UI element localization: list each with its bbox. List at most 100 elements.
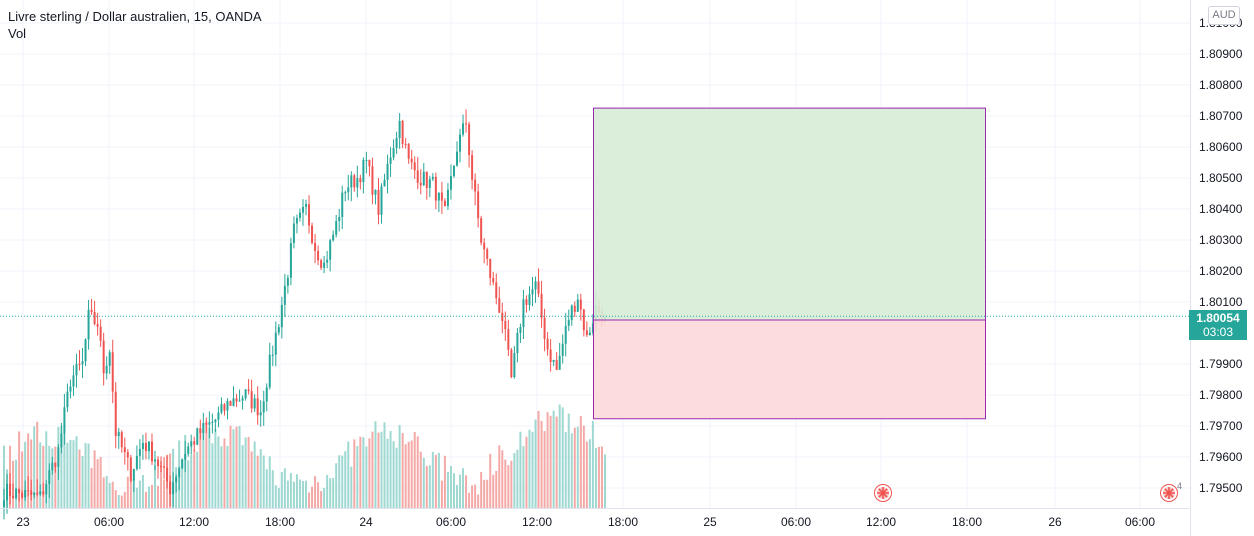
candle-body <box>377 189 380 215</box>
candle-body <box>253 398 256 409</box>
volume-bar <box>235 426 238 508</box>
volume-bar <box>440 480 443 508</box>
candle-body <box>141 442 144 450</box>
volume-bar <box>202 430 205 508</box>
candle-body <box>452 165 455 177</box>
candle-body <box>413 162 416 171</box>
candle-body <box>398 121 401 138</box>
candle-body <box>443 200 446 207</box>
candle-body <box>72 375 75 387</box>
volume-bar <box>138 480 141 508</box>
x-tick-label: 06:00 <box>781 515 811 529</box>
y-tick-label: 1.80400 <box>1199 202 1243 216</box>
candle-body <box>66 391 69 408</box>
volume-bar <box>187 460 190 508</box>
y-tick-label: 1.80100 <box>1199 295 1243 309</box>
volume-bar <box>594 447 597 508</box>
y-tick-label: 1.80200 <box>1199 264 1243 278</box>
candle-body <box>96 324 99 327</box>
candle-body <box>585 330 588 336</box>
candle-body <box>51 462 54 471</box>
candle-body <box>247 389 250 392</box>
volume-label[interactable]: Vol <box>8 26 27 41</box>
candle-body <box>205 422 208 425</box>
candle-body <box>105 365 108 374</box>
volume-bar <box>537 410 540 508</box>
volume-bar <box>585 441 588 508</box>
candle-body <box>519 326 522 333</box>
y-tick-label: 1.79500 <box>1199 481 1243 495</box>
candle-body <box>163 466 166 468</box>
candle-body <box>546 338 549 350</box>
currency-badge[interactable]: AUD <box>1208 6 1240 25</box>
candle-body <box>271 354 274 356</box>
candle-body <box>223 404 226 411</box>
volume-bar <box>422 457 425 508</box>
volume-bar <box>371 431 374 508</box>
y-tick-label: 1.79700 <box>1199 419 1243 433</box>
candle-body <box>504 321 507 330</box>
candle-body <box>48 470 51 485</box>
candle-body <box>283 285 286 305</box>
volume-bar <box>419 451 422 508</box>
candle-body <box>6 483 9 501</box>
candle-body <box>196 428 199 445</box>
volume-bar <box>69 439 72 508</box>
symbol-title[interactable]: Livre sterling / Dollar australien, 15, … <box>8 9 262 24</box>
volume-bar <box>525 436 528 508</box>
volume-bar <box>437 452 440 508</box>
candle-body <box>492 277 495 283</box>
volume-bar <box>492 474 495 508</box>
long-position-tool[interactable] <box>593 107 986 420</box>
volume-bar <box>262 455 265 508</box>
volume-bar <box>292 481 295 508</box>
candle-body <box>75 363 78 376</box>
candle-body <box>449 176 452 190</box>
candle-body <box>169 481 172 495</box>
volume-bar <box>274 485 277 508</box>
uk-flag-event-icon-2[interactable] <box>1160 484 1178 502</box>
volume-bar <box>220 446 223 508</box>
candle-body <box>573 305 576 312</box>
chart-legend: Livre sterling / Dollar australien, 15, … <box>8 8 262 42</box>
volume-bar <box>483 479 486 508</box>
candle-body <box>160 466 163 468</box>
y-tick-label: 1.79900 <box>1199 357 1243 371</box>
candle-body <box>135 455 138 469</box>
candle-body <box>277 327 280 333</box>
volume-bar <box>301 480 304 508</box>
volume-bar <box>75 436 78 508</box>
candle-body <box>314 242 317 251</box>
candle-body <box>389 157 392 164</box>
x-tick-label: 12:00 <box>179 515 209 529</box>
candle-body <box>543 317 546 339</box>
volume-bar <box>238 426 241 508</box>
uk-flag-event-icon[interactable] <box>874 484 892 502</box>
volume-bar <box>380 431 383 508</box>
x-tick-label: 06:00 <box>94 515 124 529</box>
candle-body <box>525 299 528 305</box>
candle-body <box>63 407 66 434</box>
volume-bar <box>401 432 404 508</box>
candle-body <box>90 309 93 312</box>
candle-body <box>338 216 341 222</box>
volume-bar <box>425 465 428 508</box>
candle-body <box>45 484 48 495</box>
volume-bar <box>199 428 202 508</box>
volume-bar <box>540 420 543 508</box>
volume-bar <box>443 455 446 508</box>
x-tick-label: 12:00 <box>866 515 896 529</box>
candle-body <box>3 500 5 507</box>
last-price-tag: 1.80054 03:03 <box>1189 310 1247 340</box>
volume-bar <box>407 441 410 508</box>
candle-body <box>323 262 326 268</box>
volume-bar <box>510 460 513 508</box>
volume-bar <box>456 484 458 508</box>
volume-bar <box>196 451 199 508</box>
candle-body <box>471 155 474 180</box>
candle-body <box>120 432 123 448</box>
candle-body <box>93 311 96 325</box>
candle-body <box>193 441 196 445</box>
x-tick-label: 06:00 <box>1125 515 1155 529</box>
